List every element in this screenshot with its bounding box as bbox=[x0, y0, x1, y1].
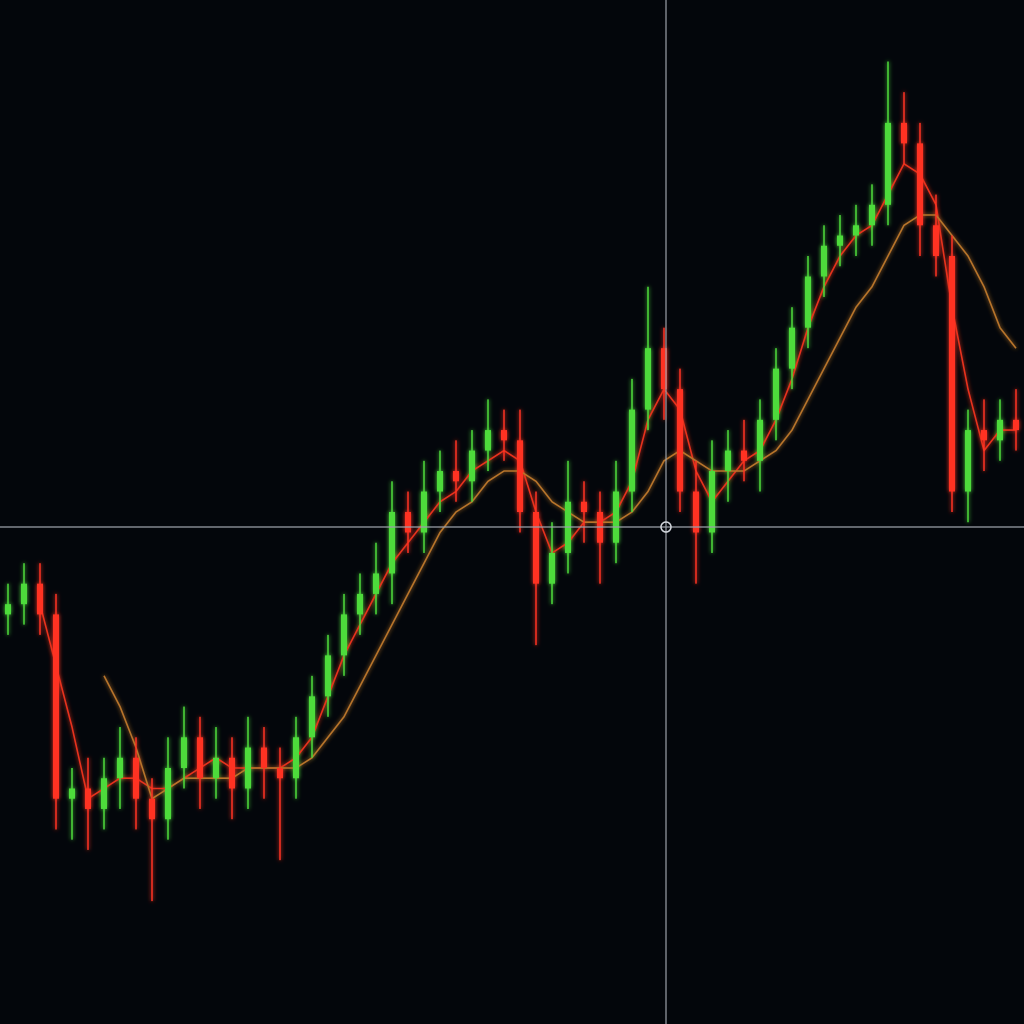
candle-body bbox=[805, 276, 811, 328]
candle-body bbox=[661, 348, 667, 390]
candle-body bbox=[981, 430, 987, 441]
candle-body bbox=[245, 747, 251, 789]
cursor bbox=[660, 521, 672, 533]
candle-body bbox=[117, 757, 123, 779]
candle-body bbox=[677, 389, 683, 492]
candle-body bbox=[821, 245, 827, 277]
candle-body bbox=[533, 512, 539, 584]
candle-body bbox=[997, 419, 1003, 441]
candle-body bbox=[917, 143, 923, 226]
candle-body bbox=[741, 450, 747, 461]
candle-body bbox=[837, 235, 843, 246]
candle-body bbox=[53, 614, 59, 799]
candle-body bbox=[421, 491, 427, 533]
candle-body bbox=[149, 798, 155, 820]
candle-body bbox=[517, 440, 523, 512]
candle-body bbox=[965, 430, 971, 492]
candle-body bbox=[197, 737, 203, 779]
candle-body bbox=[277, 768, 283, 779]
candle-body bbox=[309, 696, 315, 738]
candle-body bbox=[901, 122, 907, 144]
candle-body bbox=[261, 747, 267, 768]
candle-body bbox=[549, 552, 555, 584]
candle-body bbox=[757, 419, 763, 461]
candle-body bbox=[293, 737, 299, 779]
candle-body bbox=[613, 491, 619, 543]
candle-body bbox=[85, 788, 91, 809]
candle-body bbox=[709, 471, 715, 533]
candle-body bbox=[501, 430, 507, 441]
candle-body bbox=[629, 409, 635, 492]
candle-body bbox=[405, 512, 411, 533]
candle-body bbox=[181, 737, 187, 768]
candle-body bbox=[389, 512, 395, 574]
candle-body bbox=[469, 450, 475, 482]
candle-body bbox=[869, 204, 875, 226]
candle-body bbox=[133, 757, 139, 799]
candle-body bbox=[229, 757, 235, 789]
candle-body bbox=[69, 788, 75, 799]
candle-body bbox=[773, 368, 779, 420]
candle-body bbox=[37, 583, 43, 615]
candle-body bbox=[21, 583, 27, 605]
candle-body bbox=[853, 225, 859, 236]
candle-body bbox=[885, 122, 891, 205]
candle-body bbox=[453, 471, 459, 482]
plot bbox=[5, 61, 1019, 902]
candle-body bbox=[693, 491, 699, 533]
candle-body bbox=[373, 573, 379, 594]
candle-body bbox=[325, 655, 331, 697]
candle-body bbox=[949, 256, 955, 492]
candle-body bbox=[437, 471, 443, 492]
candle-body bbox=[101, 778, 107, 809]
candle-body bbox=[357, 593, 363, 615]
candle-body bbox=[485, 430, 491, 451]
candle-body bbox=[645, 348, 651, 410]
candle-body bbox=[789, 327, 795, 369]
candle-body bbox=[5, 604, 11, 615]
candle-body bbox=[725, 450, 731, 472]
candle-body bbox=[1013, 419, 1019, 431]
candle-body bbox=[341, 614, 347, 656]
candle-body bbox=[581, 501, 587, 512]
candle-body bbox=[213, 757, 219, 779]
moving-average-line bbox=[103, 214, 1017, 800]
candle-body bbox=[165, 768, 171, 820]
candle-body bbox=[933, 225, 939, 256]
